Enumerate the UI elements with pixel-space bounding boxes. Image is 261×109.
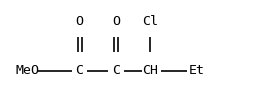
Text: C: C (76, 64, 84, 77)
Text: Et: Et (189, 64, 205, 77)
Text: O: O (76, 15, 84, 28)
Text: C: C (112, 64, 120, 77)
Text: CH: CH (142, 64, 158, 77)
Text: O: O (112, 15, 120, 28)
Text: Cl: Cl (142, 15, 158, 28)
Text: MeO: MeO (16, 64, 40, 77)
